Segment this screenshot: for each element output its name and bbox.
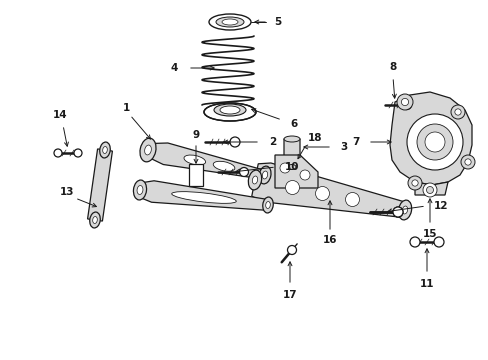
Text: 3: 3	[339, 142, 346, 152]
Text: 15: 15	[422, 229, 436, 239]
Circle shape	[422, 183, 436, 197]
Ellipse shape	[100, 142, 110, 158]
Ellipse shape	[222, 19, 238, 25]
Ellipse shape	[252, 176, 257, 184]
Circle shape	[280, 163, 289, 173]
Polygon shape	[274, 155, 317, 188]
Circle shape	[416, 124, 452, 160]
Circle shape	[392, 207, 402, 217]
Ellipse shape	[284, 136, 299, 142]
Polygon shape	[414, 182, 447, 195]
Ellipse shape	[137, 185, 142, 194]
Circle shape	[454, 109, 460, 115]
Ellipse shape	[287, 165, 295, 170]
Ellipse shape	[102, 147, 107, 153]
Circle shape	[392, 207, 402, 217]
Ellipse shape	[262, 171, 267, 179]
Text: 6: 6	[289, 119, 297, 129]
Polygon shape	[284, 139, 299, 167]
Circle shape	[411, 180, 417, 186]
Text: 9: 9	[192, 130, 199, 140]
Circle shape	[299, 170, 309, 180]
Text: 14: 14	[53, 110, 67, 120]
Text: 7: 7	[352, 137, 359, 147]
Text: 11: 11	[419, 279, 433, 289]
Polygon shape	[87, 149, 112, 221]
Ellipse shape	[262, 197, 273, 213]
Ellipse shape	[144, 145, 151, 155]
Circle shape	[460, 155, 474, 169]
Circle shape	[239, 167, 248, 176]
Text: 17: 17	[282, 290, 297, 300]
Ellipse shape	[89, 212, 100, 228]
Ellipse shape	[171, 192, 236, 203]
Circle shape	[450, 105, 464, 119]
Circle shape	[396, 94, 412, 110]
Ellipse shape	[216, 17, 244, 27]
Text: 12: 12	[433, 201, 447, 211]
Circle shape	[285, 180, 299, 194]
Text: 10: 10	[285, 162, 299, 172]
Circle shape	[426, 186, 433, 194]
Ellipse shape	[93, 216, 97, 224]
Text: 8: 8	[388, 62, 396, 72]
Polygon shape	[189, 164, 203, 186]
Text: 16: 16	[322, 235, 337, 245]
Ellipse shape	[203, 103, 256, 121]
Circle shape	[464, 159, 470, 165]
Circle shape	[74, 149, 82, 157]
Ellipse shape	[213, 161, 234, 171]
Circle shape	[287, 246, 296, 255]
Polygon shape	[251, 163, 406, 217]
Circle shape	[424, 132, 444, 152]
Text: 13: 13	[60, 187, 74, 197]
Ellipse shape	[402, 206, 407, 214]
Ellipse shape	[265, 202, 270, 208]
Circle shape	[345, 193, 359, 207]
Text: 4: 4	[170, 63, 178, 73]
Text: 5: 5	[274, 17, 281, 27]
Circle shape	[409, 237, 419, 247]
Polygon shape	[146, 143, 265, 179]
Ellipse shape	[183, 155, 205, 165]
Ellipse shape	[133, 180, 146, 200]
Ellipse shape	[248, 170, 261, 190]
Ellipse shape	[214, 104, 245, 116]
Ellipse shape	[140, 138, 156, 162]
Polygon shape	[389, 92, 471, 185]
Circle shape	[402, 100, 411, 109]
Text: 1: 1	[122, 103, 129, 113]
Ellipse shape	[398, 200, 411, 220]
Circle shape	[54, 149, 62, 157]
Ellipse shape	[208, 14, 250, 30]
Polygon shape	[139, 181, 268, 210]
Text: 2: 2	[268, 137, 276, 147]
Ellipse shape	[220, 106, 240, 114]
Ellipse shape	[259, 166, 270, 184]
Circle shape	[229, 137, 240, 147]
Circle shape	[406, 114, 462, 170]
Text: 18: 18	[307, 133, 322, 143]
Circle shape	[407, 176, 421, 190]
Circle shape	[401, 98, 408, 105]
Circle shape	[315, 186, 329, 201]
Circle shape	[433, 237, 443, 247]
